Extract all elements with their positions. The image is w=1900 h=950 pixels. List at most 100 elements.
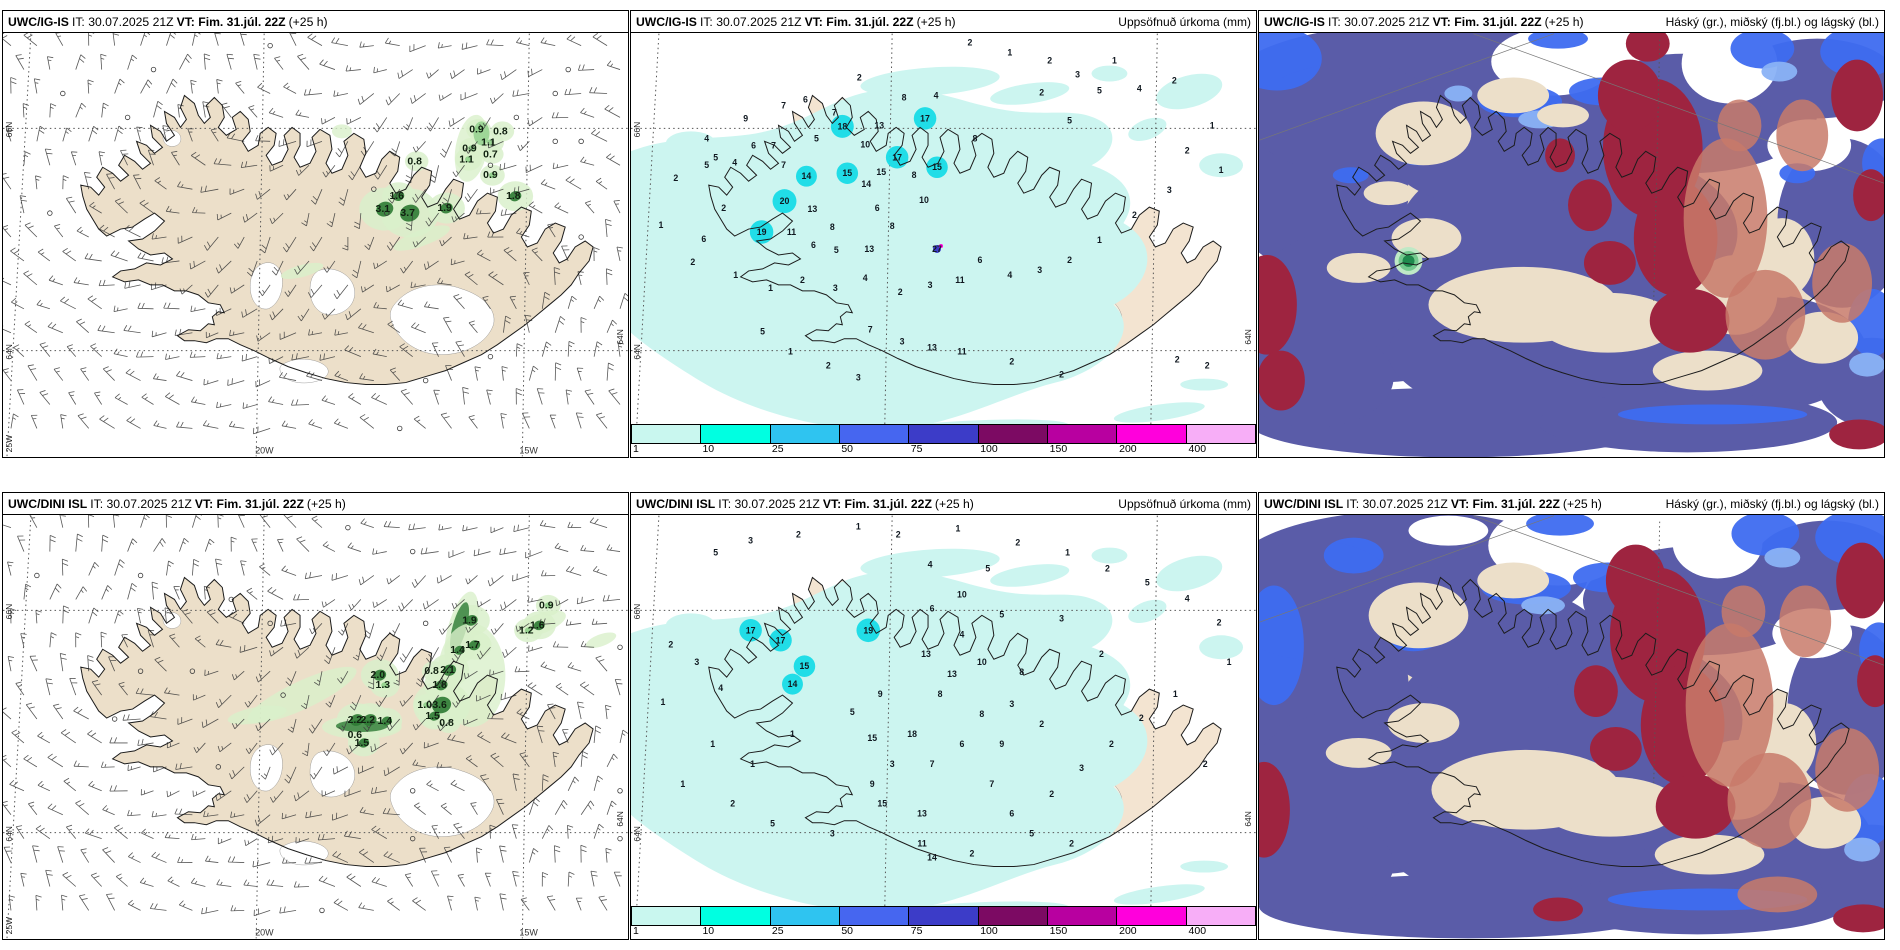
precip-value: 5 <box>814 133 819 143</box>
precip-amount-label: 0.8 <box>439 718 454 729</box>
precip-value: 2 <box>896 530 901 540</box>
precip-amount-label: 0.9 <box>462 143 477 154</box>
precip-amount-label: 2.2 <box>361 715 376 726</box>
precip-value: 1 <box>1097 235 1102 245</box>
model-name: UWC/DINI ISL <box>1264 496 1344 511</box>
graticule-label: 64N <box>4 344 14 360</box>
precip-value: 11 <box>917 839 926 849</box>
precip-value: 2 <box>730 799 735 809</box>
precip-amount-label: 1.1 <box>481 137 496 148</box>
precip-value: 4 <box>928 560 933 570</box>
precip-value: 4 <box>934 90 939 100</box>
precip-value: 5 <box>713 152 718 162</box>
colorbar-label: 200 <box>1119 443 1137 455</box>
precip-amount-label: 1.8 <box>506 191 521 202</box>
precip-value: 2 <box>1067 255 1072 265</box>
valid-time: VT: Fim. 31.júl. 22Z <box>822 496 932 511</box>
graticule-label: 66N <box>632 122 642 138</box>
lead-time: (+25 h) <box>916 14 956 29</box>
precip-value: 2 <box>1049 789 1054 799</box>
precip-value: 5 <box>713 548 718 558</box>
graticule-label: 64N <box>632 344 642 360</box>
precip-value: 10 <box>919 195 929 205</box>
precip-amount-label: 0.9 <box>483 170 498 181</box>
precip-value: 13 <box>808 204 818 214</box>
precip-value: 3 <box>748 536 753 546</box>
lon-label: 20W <box>255 927 274 937</box>
cloud-layer-mid-light <box>1444 61 1884 377</box>
precip-value: 27 <box>932 244 942 254</box>
land-visible-patches <box>1326 77 1859 391</box>
precip-amount-label: 0.9 <box>469 124 484 135</box>
lon-label: 15W <box>519 927 538 937</box>
panel-wind-igis: UWC/IG-IS IT: 30.07.2025 21Z VT: Fim. 31.j… <box>2 10 629 458</box>
precip-value: 8 <box>972 133 977 143</box>
colorbar-segment <box>632 425 702 443</box>
colorbar-segment <box>978 907 1048 925</box>
colorbar-segment <box>1117 425 1187 443</box>
precip-value: 19 <box>863 625 873 635</box>
map-area: 0.9 0.8 1.1 0.7 0.9 1.1 0.9 0.8 1.6 3.1 3.7 1.9 1.8 6… <box>3 33 628 457</box>
precip-value: 8 <box>912 170 917 180</box>
colorbar-label: 1 <box>633 443 639 455</box>
graticule-label: 64N <box>1243 811 1253 827</box>
precip-colorbar: 1 10 25 50 75 100 150 200 400 <box>631 906 1256 939</box>
precip-amount-label: 1.4 <box>378 716 393 727</box>
lead-time: (+25 h) <box>1544 14 1584 29</box>
precip-value: 1 <box>750 759 755 769</box>
precip-value: 5 <box>999 609 1004 619</box>
cloud-layer-high-light <box>1683 99 1873 360</box>
model-name: UWC/DINI ISL <box>636 496 716 511</box>
graticule-label: 64N <box>615 329 625 345</box>
precip-value: 2 <box>1203 759 1208 769</box>
lead-time: (+25 h) <box>288 14 328 29</box>
graticule-label: 25W <box>4 435 14 452</box>
precip-amount-label: 1.9 <box>437 203 452 214</box>
precip-amount-label: 1.0 <box>417 700 432 711</box>
precip-value: 2 <box>1009 357 1014 367</box>
precip-value: 2 <box>690 257 695 267</box>
glaciers <box>162 612 495 866</box>
glaciers <box>162 130 495 384</box>
model-name: UWC/IG-IS <box>8 14 69 29</box>
green-precip-blobs <box>227 591 617 757</box>
colorbar-label: 10 <box>702 443 715 455</box>
colorbar-label: 10 <box>702 925 715 937</box>
init-time: IT: 30.07.2025 21Z <box>1327 14 1430 29</box>
precip-value: 9 <box>999 739 1004 749</box>
colorbar-label: 100 <box>980 443 998 455</box>
panel-title: UWC/DINI ISL IT: 30.07.2025 21Z VT: Fim. 3… <box>636 497 977 511</box>
init-time: IT: 30.07.2025 21Z <box>71 14 174 29</box>
lon-label: 20W <box>255 445 274 455</box>
precip-value: 3 <box>890 759 895 769</box>
precip-amount-labels: 0.9 0.81.10.70.91.10.90.81.63.1 3.7 1.91.8 <box>376 124 521 219</box>
precip-value: 1 <box>710 739 715 749</box>
precip-value: 4 <box>959 629 964 639</box>
precip-amount-label: 1.6 <box>530 620 545 631</box>
precip-amount-label: 2.1 <box>440 665 455 676</box>
precip-value: 6 <box>977 255 982 265</box>
graticule-label: 64N <box>615 811 625 827</box>
precip-value: 2 <box>800 275 805 285</box>
precip-value: 8 <box>938 689 943 699</box>
precip-value: 2 <box>1109 739 1114 749</box>
precip-value: 1 <box>1227 657 1232 667</box>
precip-value: 3 <box>900 337 905 347</box>
map-area <box>1259 515 1884 939</box>
panel-header: UWC/DINI ISL IT: 30.07.2025 21Z VT: Fim. 3… <box>631 493 1256 515</box>
graticule-label: 64N <box>1243 329 1253 345</box>
precip-amount-label: 1.1 <box>459 154 474 165</box>
precip-value: 5 <box>770 819 775 829</box>
precip-value: 5 <box>704 160 709 170</box>
colorbar-segment <box>1117 907 1187 925</box>
precip-value: 2 <box>1069 839 1074 849</box>
precip-value: 8 <box>890 221 895 231</box>
precip-value: 5 <box>1097 85 1102 95</box>
precip-amount-label: 0.8 <box>493 126 508 137</box>
precip-value: 5 <box>1145 577 1150 587</box>
graticule-edge-labels: 66N 64N 25W 64N 20W 15W <box>4 604 625 938</box>
colorbar-segment <box>701 907 771 925</box>
precip-value: 1 <box>680 779 685 789</box>
precip-value: 2 <box>826 361 831 371</box>
